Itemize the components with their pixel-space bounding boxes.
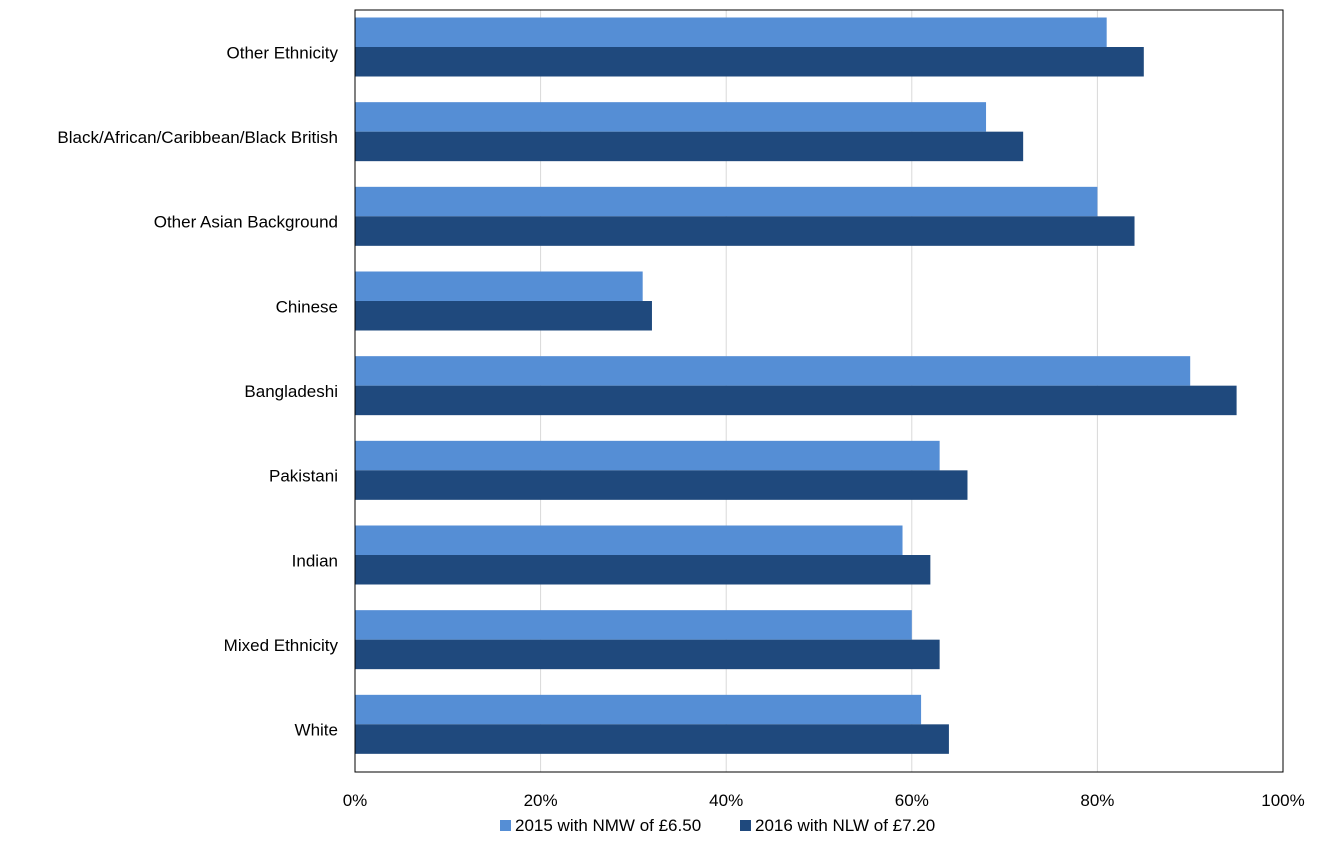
legend: 2015 with NMW of £6.50 2016 with NLW of £… — [500, 816, 935, 835]
bar-2015 — [355, 271, 643, 301]
bar-2016 — [355, 470, 968, 500]
bar-2016 — [355, 724, 949, 754]
category-label: Pakistani — [269, 467, 338, 486]
category-label: Bangladeshi — [244, 382, 338, 401]
x-tick-label: 80% — [1080, 791, 1114, 810]
x-tick-label: 40% — [709, 791, 743, 810]
bar-2016 — [355, 555, 931, 585]
bar-2015 — [355, 186, 1098, 217]
category-label: Indian — [292, 551, 338, 570]
bar-2016 — [355, 131, 1024, 162]
bar-2015 — [355, 17, 1107, 47]
bar-2016 — [355, 216, 1135, 246]
x-tick-labels: 0% 20% 40% 60% 80% 100% — [343, 791, 1305, 810]
legend-label: 2015 with NMW of £6.50 — [515, 816, 701, 835]
bar-2016 — [355, 385, 1237, 416]
bar-2015 — [355, 440, 940, 471]
bar-2016 — [355, 639, 940, 670]
plot-border — [354, 9, 1284, 773]
category-label: White — [295, 721, 338, 740]
category-label: Other Ethnicity — [227, 43, 339, 62]
legend-label: 2016 with NLW of £7.20 — [755, 816, 935, 835]
bar-2016 — [355, 301, 652, 331]
axes — [354, 9, 1284, 773]
bar-2016 — [355, 47, 1144, 77]
bars — [355, 17, 1237, 754]
bar-2015 — [355, 694, 922, 725]
bar-2015 — [355, 356, 1191, 386]
legend-swatch — [740, 820, 751, 831]
bar-2015 — [355, 102, 987, 132]
bar-2015 — [355, 525, 903, 555]
category-label: Mixed Ethnicity — [224, 636, 339, 655]
category-label: Other Asian Background — [154, 213, 338, 232]
x-tick-label: 60% — [895, 791, 929, 810]
bar-2015 — [355, 610, 912, 640]
legend-swatch — [500, 820, 511, 831]
x-tick-label: 20% — [524, 791, 558, 810]
x-tick-label: 100% — [1261, 791, 1304, 810]
category-labels: Other Ethnicity Black/African/Caribbean/B… — [57, 43, 338, 739]
x-tick-label: 0% — [343, 791, 368, 810]
category-label: Chinese — [276, 297, 338, 316]
category-label: Black/African/Caribbean/Black British — [57, 128, 338, 147]
